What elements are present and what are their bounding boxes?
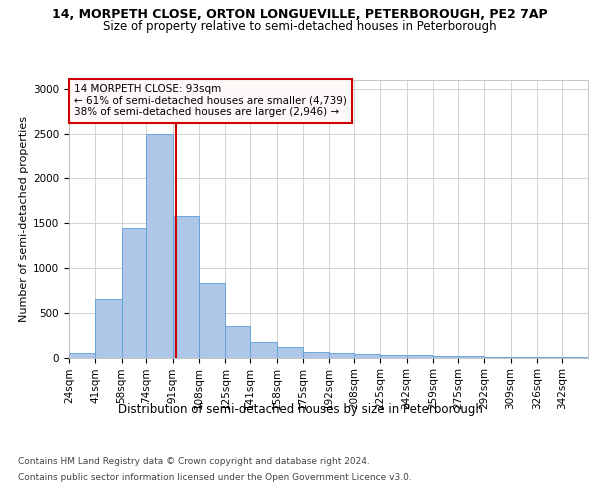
Bar bbox=[407, 356, 433, 358]
Bar bbox=[95, 300, 122, 358]
Bar bbox=[354, 354, 380, 358]
Bar bbox=[433, 356, 458, 358]
Bar bbox=[458, 356, 484, 358]
Bar bbox=[226, 326, 250, 358]
Bar bbox=[329, 353, 354, 358]
Bar bbox=[250, 342, 277, 357]
Bar bbox=[277, 347, 303, 358]
Text: Contains HM Land Registry data © Crown copyright and database right 2024.: Contains HM Land Registry data © Crown c… bbox=[18, 458, 370, 466]
Text: Distribution of semi-detached houses by size in Peterborough: Distribution of semi-detached houses by … bbox=[118, 402, 482, 415]
Bar bbox=[146, 134, 173, 358]
Bar bbox=[122, 228, 146, 358]
Bar bbox=[69, 353, 95, 358]
Y-axis label: Number of semi-detached properties: Number of semi-detached properties bbox=[19, 116, 29, 322]
Text: Size of property relative to semi-detached houses in Peterborough: Size of property relative to semi-detach… bbox=[103, 20, 497, 33]
Bar bbox=[511, 357, 537, 358]
Text: 14 MORPETH CLOSE: 93sqm
← 61% of semi-detached houses are smaller (4,739)
38% of: 14 MORPETH CLOSE: 93sqm ← 61% of semi-de… bbox=[74, 84, 347, 117]
Bar bbox=[484, 356, 511, 358]
Bar bbox=[380, 355, 407, 358]
Text: 14, MORPETH CLOSE, ORTON LONGUEVILLE, PETERBOROUGH, PE2 7AP: 14, MORPETH CLOSE, ORTON LONGUEVILLE, PE… bbox=[52, 8, 548, 20]
Bar bbox=[199, 283, 226, 358]
Text: Contains public sector information licensed under the Open Government Licence v3: Contains public sector information licen… bbox=[18, 472, 412, 482]
Bar bbox=[303, 352, 329, 358]
Bar bbox=[173, 216, 199, 358]
